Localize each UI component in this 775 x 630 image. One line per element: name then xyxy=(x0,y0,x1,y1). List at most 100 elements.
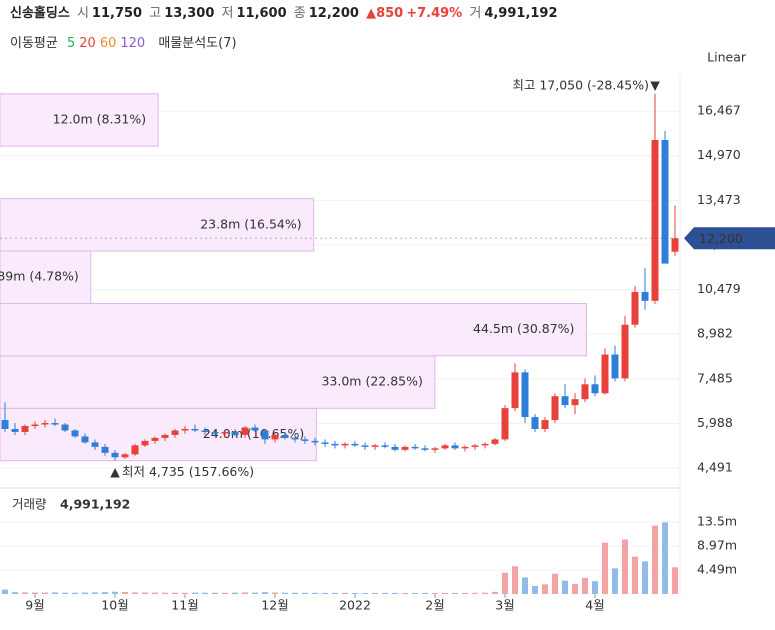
periods: 5 20 60 120 xyxy=(67,36,149,51)
volume-bar xyxy=(532,585,538,594)
volume-bar xyxy=(32,592,38,594)
change-pct: +7.49% xyxy=(406,6,463,21)
candle-body xyxy=(571,399,579,406)
volume-bar xyxy=(2,589,8,594)
x-tick-label: 11월 xyxy=(171,598,198,613)
candle-body xyxy=(381,445,389,447)
volume-bar xyxy=(62,592,68,594)
candle-body xyxy=(241,427,249,435)
profile-label: 6.89m (4.78%) xyxy=(0,269,79,284)
legend-period: 120 xyxy=(120,36,146,51)
profile-bar xyxy=(0,355,436,409)
y-tick-label: 10,479 xyxy=(697,281,741,296)
volume-bar xyxy=(522,577,528,594)
volume-bar xyxy=(462,592,468,594)
candle-body xyxy=(551,396,559,421)
candle-body xyxy=(201,430,209,432)
volume-bar xyxy=(402,592,408,594)
volume-bar xyxy=(42,592,48,594)
volume-bar xyxy=(212,592,218,594)
y-tick-label: 14,970 xyxy=(697,147,741,162)
volume-bar xyxy=(222,592,228,594)
value: 11,750 xyxy=(91,6,143,21)
volume-bar xyxy=(562,580,568,594)
candle-body xyxy=(261,430,269,440)
candle-body xyxy=(181,428,189,431)
candle-body xyxy=(161,434,169,438)
candle-body xyxy=(501,408,509,440)
profile-label: 24.0m (16.65%) xyxy=(203,426,304,441)
candle-body xyxy=(661,139,669,264)
volume-bar xyxy=(572,583,578,594)
candle-body xyxy=(221,431,229,434)
x-tick-label: 2022 xyxy=(339,598,371,613)
y-tick-label: 7,485 xyxy=(697,370,733,385)
volume-bar xyxy=(672,567,678,594)
candle-body xyxy=(231,431,239,435)
volume-bar xyxy=(252,592,258,594)
candle-body xyxy=(1,420,9,429)
marker: ▼ xyxy=(650,77,660,92)
legend-period: 20 xyxy=(79,36,96,51)
legend-profile[interactable]: 매물분석도(7) xyxy=(158,36,237,51)
candle-body xyxy=(611,354,619,379)
label: 저 xyxy=(221,6,234,21)
volume-bar xyxy=(422,592,428,594)
volume-bar xyxy=(162,592,168,594)
volume-bar xyxy=(182,592,188,594)
volume-bar xyxy=(502,572,508,594)
volume-title: 거래량 xyxy=(12,497,47,512)
candle-body xyxy=(671,238,679,252)
y-tick-label: 4,491 xyxy=(697,459,733,474)
volume-title-value: 4,991,192 xyxy=(60,497,130,512)
volume-bar xyxy=(472,592,478,594)
label: 거 xyxy=(469,6,482,21)
volume-bar xyxy=(92,592,98,594)
y-tick-label: 5,988 xyxy=(697,415,733,430)
volume-bar xyxy=(282,592,288,594)
candle-body xyxy=(481,443,489,446)
candle-body xyxy=(331,443,339,446)
candle-body xyxy=(431,448,439,450)
volume-bar xyxy=(482,592,488,594)
vol-tick-label: 4.49m xyxy=(697,562,737,577)
volume-bar xyxy=(662,522,668,594)
max-annotation: 최고 17,050 (-28.45%) xyxy=(512,77,649,92)
candle-body xyxy=(91,442,99,447)
volume-bar xyxy=(152,592,158,594)
candle-body xyxy=(41,423,49,425)
profile-label: 12.0m (8.31%) xyxy=(53,111,146,126)
candle-body xyxy=(461,446,469,449)
volume-bar xyxy=(622,539,628,594)
volume-bar xyxy=(322,592,328,594)
legend-period: 60 xyxy=(99,36,117,51)
candle-body xyxy=(311,440,319,443)
candle-body xyxy=(541,420,549,429)
volume-bar xyxy=(382,592,388,594)
candle-body xyxy=(641,291,649,301)
volume-bar xyxy=(552,573,558,594)
candle-body xyxy=(521,372,529,418)
volume-bar xyxy=(432,592,438,594)
candle-body xyxy=(191,428,199,431)
volume-bar xyxy=(112,591,118,594)
candle-body xyxy=(371,445,379,447)
x-tick-label: 4월 xyxy=(585,598,604,613)
volume-bar xyxy=(312,592,318,594)
volume-bar xyxy=(392,592,398,594)
candle-body xyxy=(391,446,399,450)
candle-body xyxy=(581,384,589,400)
candle-body xyxy=(251,427,259,431)
volume-bar xyxy=(202,592,208,594)
candle-body xyxy=(361,445,369,447)
scale-toggle[interactable]: Linear xyxy=(707,50,747,65)
value: 4,991,192 xyxy=(484,6,558,21)
candle-body xyxy=(301,439,309,441)
volume-bar xyxy=(52,592,58,594)
volume-bar xyxy=(302,592,308,594)
x-tick-label: 10월 xyxy=(101,598,128,613)
value: 11,600 xyxy=(236,6,287,21)
x-tick-label: 12월 xyxy=(261,598,288,613)
volume-bar xyxy=(442,592,448,594)
volume-bar xyxy=(582,577,588,594)
